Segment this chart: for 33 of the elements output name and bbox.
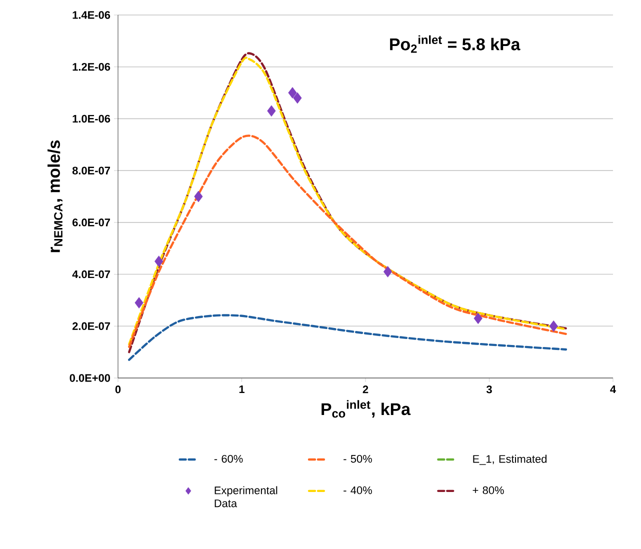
point bbox=[293, 92, 302, 104]
point bbox=[549, 320, 558, 332]
legend-label: - 40% bbox=[344, 486, 372, 494]
legend-label: - 60% bbox=[214, 454, 243, 463]
x-tick-label: 4 bbox=[610, 386, 616, 394]
point bbox=[267, 105, 276, 117]
y-tick-label: 0.0E+00 bbox=[70, 374, 110, 382]
y-tick-label: 1.4E-06 bbox=[72, 11, 110, 19]
line-series bbox=[128, 134, 568, 348]
legend-label: + 80% bbox=[472, 486, 504, 494]
point bbox=[474, 312, 482, 324]
y-tick-label: 2.0E-07 bbox=[72, 322, 110, 330]
point bbox=[288, 87, 297, 98]
point bbox=[383, 266, 392, 278]
y-tick-label: 1.2E-06 bbox=[72, 62, 110, 71]
x-tick-label: 1 bbox=[239, 386, 244, 394]
y-tick-label: 1.0E-06 bbox=[72, 114, 110, 123]
legend-label: - 50% bbox=[344, 454, 372, 463]
y-tick-label: 8.0E-07 bbox=[72, 166, 110, 174]
annotation: Po$_{2}$$^{inlet}$ = 5.8 kPa bbox=[390, 35, 520, 53]
y-axis-title: r$_{NEMCA}$, mole/s bbox=[48, 140, 62, 252]
x-tick-label: 3 bbox=[486, 386, 492, 394]
legend-label: Experimental Data bbox=[214, 486, 278, 508]
point bbox=[154, 256, 164, 267]
x-tick-label: 2 bbox=[362, 386, 368, 394]
legend-label: E_1, Estimated bbox=[473, 454, 546, 465]
line-series bbox=[128, 314, 568, 361]
point bbox=[134, 297, 144, 308]
y-tick-label: 4.0E-07 bbox=[72, 270, 110, 278]
x-tick-label: 0 bbox=[115, 386, 121, 394]
x-axis-title: P$_{co}$$^{inlet}$, kPa bbox=[322, 400, 411, 418]
point bbox=[194, 190, 203, 202]
y-tick-label: 6.0E-07 bbox=[72, 218, 110, 226]
